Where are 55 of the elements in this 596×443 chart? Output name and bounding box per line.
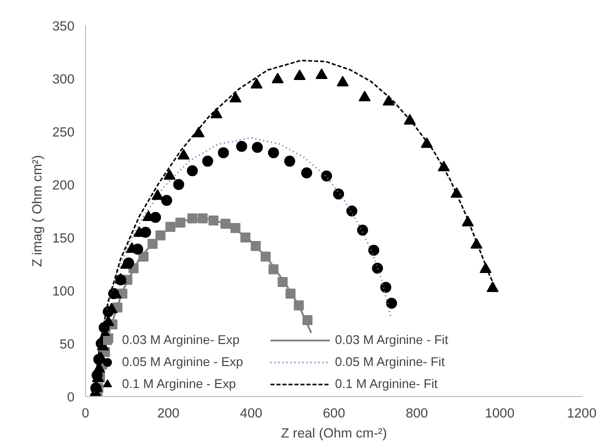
legend-label: 0.05 M Arginine - Exp — [122, 355, 244, 369]
point — [316, 68, 328, 79]
point — [178, 149, 190, 160]
point — [294, 70, 306, 80]
point — [202, 156, 214, 167]
point — [250, 78, 263, 89]
y-axis-title: Z imag ( Ohm cm²) — [29, 155, 44, 267]
point — [336, 76, 349, 86]
y-tick-label: 200 — [52, 178, 75, 192]
y-tick-label: 150 — [52, 230, 75, 246]
point — [236, 140, 248, 152]
point — [321, 170, 332, 182]
x-tick-label: 1000 — [484, 406, 514, 420]
legend-label: 0.1 M Arginine- Fit — [335, 377, 438, 391]
point — [386, 298, 398, 309]
point — [218, 147, 229, 158]
point — [358, 90, 371, 102]
point — [380, 282, 392, 293]
y-tick-label: 0 — [67, 390, 75, 404]
point — [357, 224, 368, 236]
point — [110, 288, 122, 298]
legend-label: 0.03 M Arginine- Exp — [122, 333, 240, 347]
point — [272, 72, 284, 84]
point — [372, 262, 383, 274]
point — [284, 156, 296, 167]
point — [186, 165, 198, 176]
point — [252, 142, 263, 153]
point — [268, 147, 280, 158]
point — [161, 194, 172, 206]
legend-label: 0.1 M Arginine - Exp — [122, 377, 236, 391]
x-tick-label: 0 — [82, 406, 90, 420]
point — [333, 188, 344, 200]
point — [382, 94, 395, 106]
point — [173, 179, 184, 190]
y-tick-label: 50 — [60, 336, 75, 352]
y-tick-label: 100 — [52, 284, 75, 298]
point — [106, 302, 118, 314]
x-tick-label: 800 — [406, 406, 428, 420]
point — [164, 169, 176, 180]
x-tick-label: 200 — [157, 406, 180, 420]
point — [229, 92, 242, 102]
y-tick-label: 300 — [52, 72, 75, 86]
x-tick-label: 400 — [240, 406, 262, 420]
legend-label: 0.05 M Arginine- Fit — [335, 355, 445, 369]
point — [346, 206, 358, 216]
y-tick-label: 250 — [52, 124, 75, 140]
x-tick-label: 600 — [322, 406, 346, 420]
point — [192, 126, 205, 138]
point — [152, 189, 164, 200]
point — [368, 244, 380, 256]
x-axis-title: Z real (Ohm cm-²) — [281, 426, 387, 440]
point — [301, 167, 312, 178]
y-tick-label: 350 — [52, 18, 75, 34]
x-tick-label: 1200 — [566, 406, 596, 420]
legend-label: 0.03 M Arginine - Fit — [335, 333, 448, 347]
